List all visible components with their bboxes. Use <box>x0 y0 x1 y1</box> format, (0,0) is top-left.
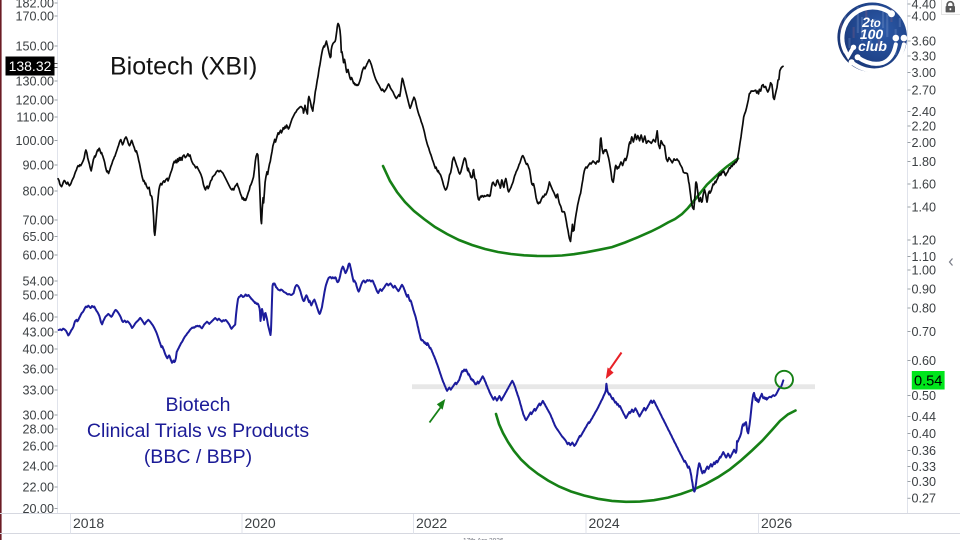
svg-text:0.27: 0.27 <box>912 492 937 506</box>
svg-text:17th Apr 2026: 17th Apr 2026 <box>463 537 504 540</box>
svg-text:120.00: 120.00 <box>15 93 54 107</box>
svg-text:Clinical Trials vs Products: Clinical Trials vs Products <box>87 420 309 442</box>
svg-text:3.00: 3.00 <box>912 66 937 80</box>
svg-text:46.00: 46.00 <box>22 310 54 324</box>
svg-text:Biotech: Biotech <box>165 394 230 416</box>
svg-text:170.00: 170.00 <box>15 9 54 23</box>
svg-text:0.90: 0.90 <box>912 282 937 296</box>
svg-text:2to: 2to <box>861 14 881 30</box>
svg-text:2026: 2026 <box>761 515 792 531</box>
svg-text:2.00: 2.00 <box>912 136 937 150</box>
svg-text:60.00: 60.00 <box>22 248 54 262</box>
svg-text:1.40: 1.40 <box>912 200 937 214</box>
svg-text:0.50: 0.50 <box>912 389 937 403</box>
svg-text:2.20: 2.20 <box>912 119 937 133</box>
svg-text:0.40: 0.40 <box>912 427 937 441</box>
svg-text:26.00: 26.00 <box>22 439 54 453</box>
svg-text:club: club <box>858 38 887 54</box>
svg-text:22.00: 22.00 <box>22 480 54 494</box>
svg-text:100.00: 100.00 <box>15 134 54 148</box>
svg-text:3.30: 3.30 <box>912 49 937 63</box>
svg-text:100: 100 <box>860 26 884 42</box>
svg-text:1.20: 1.20 <box>912 233 937 247</box>
svg-text:40.00: 40.00 <box>22 342 54 356</box>
svg-text:0.44: 0.44 <box>912 410 937 424</box>
svg-text:0.54: 0.54 <box>914 373 942 389</box>
svg-text:182.00: 182.00 <box>15 0 54 10</box>
svg-text:150.00: 150.00 <box>15 39 54 53</box>
svg-text:2024: 2024 <box>589 515 620 531</box>
svg-text:24.00: 24.00 <box>22 459 54 473</box>
svg-text:1.00: 1.00 <box>912 263 937 277</box>
svg-text:2.40: 2.40 <box>912 105 937 119</box>
svg-text:0.33: 0.33 <box>912 460 937 474</box>
svg-text:(BBC / BBP): (BBC / BBP) <box>144 446 252 468</box>
svg-text:4.40: 4.40 <box>912 0 937 11</box>
svg-text:0.30: 0.30 <box>912 475 937 489</box>
svg-text:54.00: 54.00 <box>22 274 54 288</box>
svg-text:90.00: 90.00 <box>22 158 54 172</box>
svg-text:3.60: 3.60 <box>912 34 937 48</box>
svg-text:2022: 2022 <box>416 515 447 531</box>
svg-text:0.60: 0.60 <box>912 354 937 368</box>
svg-text:2.70: 2.70 <box>912 83 937 97</box>
svg-text:2020: 2020 <box>245 515 276 531</box>
svg-text:130.00: 130.00 <box>15 74 54 88</box>
svg-text:36.00: 36.00 <box>22 362 54 376</box>
svg-text:20.00: 20.00 <box>22 502 54 516</box>
svg-text:50.00: 50.00 <box>22 288 54 302</box>
svg-text:70.00: 70.00 <box>22 213 54 227</box>
svg-text:65.00: 65.00 <box>22 230 54 244</box>
svg-text:Biotech (XBI): Biotech (XBI) <box>110 53 257 81</box>
svg-text:0.36: 0.36 <box>912 444 937 458</box>
svg-text:1.80: 1.80 <box>912 155 937 169</box>
svg-text:28.00: 28.00 <box>22 422 54 436</box>
svg-text:80.00: 80.00 <box>22 184 54 198</box>
svg-text:33.00: 33.00 <box>22 383 54 397</box>
svg-text:110.00: 110.00 <box>16 110 54 124</box>
svg-text:0.80: 0.80 <box>912 301 937 315</box>
svg-text:138.32: 138.32 <box>9 58 52 74</box>
svg-text:0.70: 0.70 <box>912 325 937 339</box>
svg-text:1.60: 1.60 <box>912 177 937 191</box>
svg-text:2018: 2018 <box>73 515 104 531</box>
svg-text:30.00: 30.00 <box>22 408 54 422</box>
svg-text:4.00: 4.00 <box>912 9 937 23</box>
svg-text:43.00: 43.00 <box>22 325 54 339</box>
svg-text:1.10: 1.10 <box>912 250 937 264</box>
